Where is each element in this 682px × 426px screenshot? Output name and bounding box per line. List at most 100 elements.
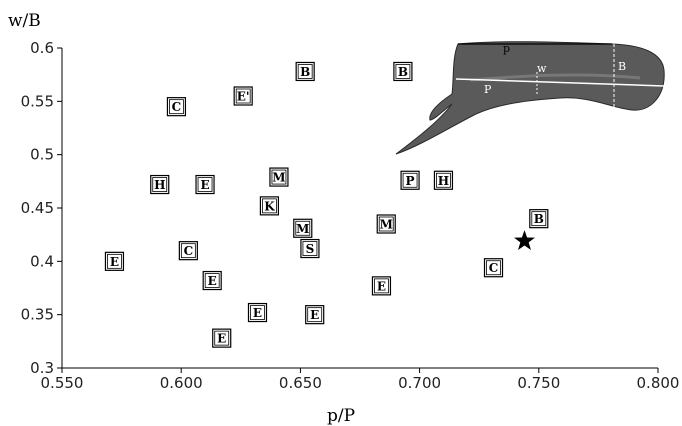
bone-inset-image: p w B P (395, 41, 665, 155)
data-point: C (166, 97, 187, 117)
data-point-box (305, 305, 325, 325)
data-point-label: M (272, 171, 285, 185)
data-point-label: E (217, 332, 226, 346)
data-point-box (150, 174, 170, 195)
data-point: M (376, 214, 396, 234)
data-point-box-inner (302, 241, 318, 256)
data-point-box (233, 86, 253, 106)
x-tick-label: 0.650 (279, 374, 322, 392)
data-point-box (300, 238, 320, 259)
data-point: E' (233, 86, 253, 106)
data-point-box (178, 241, 198, 261)
data-point-label: H (438, 174, 449, 188)
data-point-box (483, 258, 504, 278)
data-point: H (433, 170, 454, 190)
data-point-box-inner (107, 253, 122, 269)
data-point-box-inner (395, 64, 411, 79)
data-point-box (212, 328, 232, 348)
data-point: C (178, 241, 198, 261)
data-point: B (529, 209, 549, 229)
data-point-label: K (264, 199, 275, 213)
data-point-box-inner (374, 278, 389, 294)
data-point-box-inner (486, 260, 501, 276)
data-point: B (295, 61, 315, 82)
data-point-box-inner (297, 64, 313, 79)
data-point-label: E (310, 308, 319, 322)
axis-ticks: 0.550 0.600 0.650 0.700 0.750 0.800 0.3 0.35 0.4… (21, 39, 680, 392)
data-point: E (202, 270, 222, 291)
data-point: E (371, 276, 392, 296)
data-point-box-inner (250, 305, 265, 320)
data-point-label: P (406, 174, 415, 188)
data-point-box (247, 302, 268, 323)
x-tick-label: 0.800 (637, 374, 680, 392)
data-point-label: E (110, 255, 119, 269)
data-point-box (295, 61, 315, 82)
highlight-star-marker (514, 230, 535, 250)
data-point-label: H (154, 178, 165, 192)
x-tick-label: 0.700 (398, 374, 441, 392)
data-point-box-inner (295, 220, 311, 236)
data-point-box-inner (235, 88, 251, 104)
data-point-box (371, 276, 392, 296)
y-tick-label: 0.35 (21, 306, 54, 324)
data-point: E (247, 302, 268, 323)
data-point: S (300, 238, 320, 259)
data-point-label: M (380, 218, 393, 232)
x-tick-label: 0.550 (41, 374, 84, 392)
y-axis-title: w/B (8, 11, 41, 31)
data-point: B (393, 61, 413, 82)
data-point-label: B (534, 212, 544, 226)
data-point-label: B (300, 65, 310, 79)
data-point-box (433, 170, 454, 190)
data-point-label: C (489, 261, 499, 275)
data-point-box-inner (204, 273, 220, 288)
data-point: H (150, 174, 170, 195)
y-tick-label: 0.6 (30, 39, 54, 57)
data-point-label: C (172, 100, 182, 114)
data-point-box (400, 170, 420, 190)
data-point: C (483, 258, 504, 278)
data-point-box (195, 174, 215, 195)
data-point-label: M (296, 222, 309, 236)
y-tick-label: 0.4 (30, 252, 54, 270)
data-point: E (212, 328, 232, 348)
data-point-box (202, 270, 222, 291)
data-point-box (104, 251, 125, 271)
data-point-box-inner (262, 198, 277, 214)
data-point: E (305, 305, 325, 325)
data-point: K (259, 196, 280, 216)
data-point-box (166, 97, 187, 117)
data-point-label: E (377, 279, 386, 293)
data-point-label: E (253, 306, 262, 320)
x-axis-title: p/P (327, 406, 355, 426)
data-point-box-inner (307, 307, 323, 323)
data-point-box (376, 214, 396, 234)
y-tick-label: 0.55 (21, 92, 54, 110)
data-point-box-inner (402, 172, 418, 188)
data-point-box (293, 218, 313, 238)
data-point-box-inner (214, 330, 230, 346)
data-point-box (259, 196, 280, 216)
inset-label-P: P (484, 83, 492, 96)
data-point: E (195, 174, 215, 195)
data-point: E (104, 251, 125, 271)
inset-label-B: B (618, 60, 626, 73)
x-tick-label: 0.750 (517, 374, 560, 392)
data-point-label: E' (237, 90, 250, 104)
data-point-box-inner (531, 211, 547, 227)
y-tick-label: 0.45 (21, 199, 54, 217)
x-tick-label: 0.600 (160, 374, 203, 392)
inset-label-p: p (503, 42, 510, 55)
data-point-label: E (200, 178, 209, 192)
y-tick-label: 0.3 (30, 359, 54, 377)
data-point-label: B (398, 65, 408, 79)
data-point: M (269, 167, 289, 187)
data-point-box-inner (169, 99, 184, 115)
data-point-box-inner (152, 177, 168, 192)
data-point-box (529, 209, 549, 229)
data-point-box-inner (197, 177, 213, 192)
data-point: P (400, 170, 420, 190)
